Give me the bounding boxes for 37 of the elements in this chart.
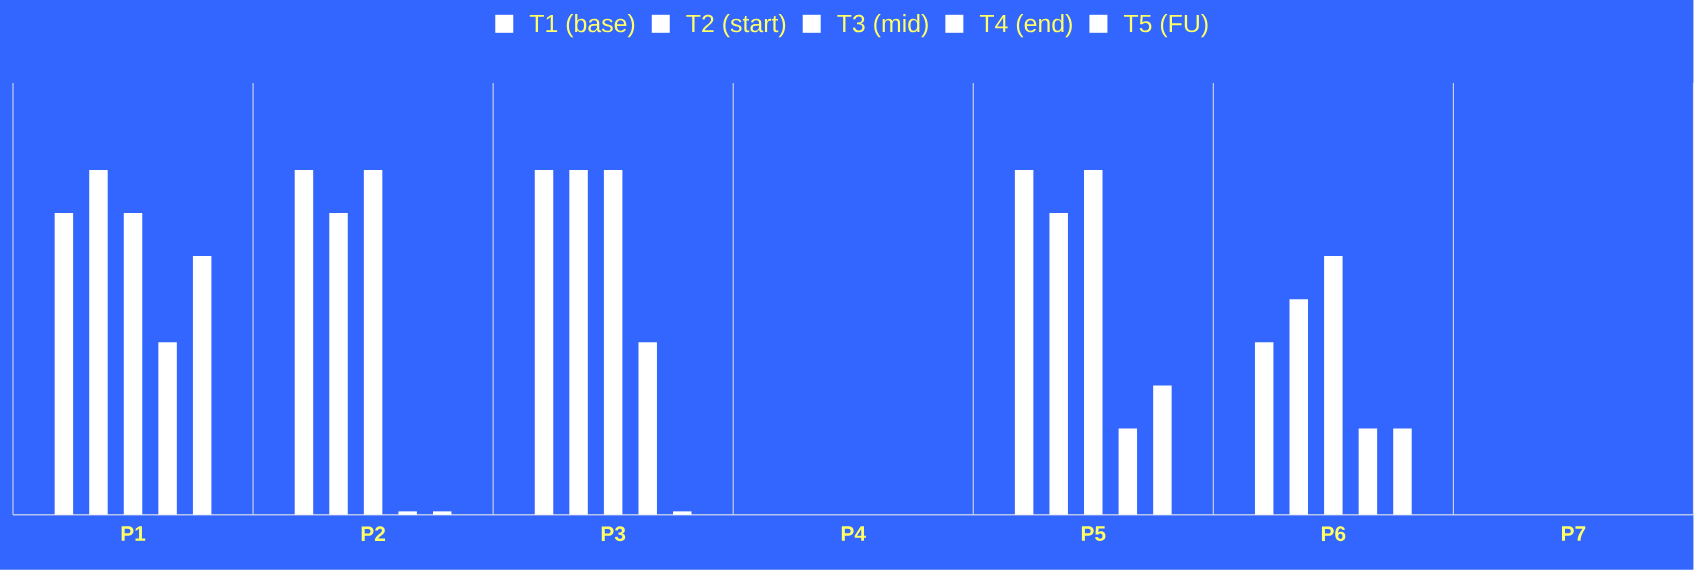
x-tick-label: P7	[1562, 526, 1586, 541]
bar	[398, 511, 417, 515]
bar	[603, 169, 623, 515]
x-tick-label: P6	[1321, 526, 1346, 542]
bar	[54, 213, 74, 515]
bar	[1358, 428, 1378, 515]
bar	[1254, 342, 1274, 515]
bar	[534, 169, 554, 515]
legend-label: T5 (FU)	[1123, 14, 1208, 38]
bar	[638, 342, 657, 515]
bar	[1014, 169, 1034, 515]
x-tick-label: P3	[601, 526, 626, 542]
bar	[1084, 169, 1103, 515]
legend-label: T3 (mid)	[837, 14, 928, 38]
x-tick-label: P4	[841, 526, 866, 541]
bar	[158, 342, 177, 515]
bar	[569, 169, 588, 515]
bar	[1118, 428, 1138, 515]
bar	[1393, 428, 1412, 515]
bar	[432, 511, 452, 515]
x-tick-label: P2	[361, 526, 386, 542]
bar	[329, 213, 348, 515]
bar	[363, 169, 383, 515]
bar	[1153, 385, 1172, 515]
bar	[89, 169, 108, 515]
bar	[1324, 256, 1343, 515]
x-tick-label: P5	[1081, 526, 1106, 542]
legend-label: T2 (start)	[686, 14, 786, 38]
bar	[192, 256, 212, 515]
bar	[123, 213, 143, 515]
x-tick-label: P1	[121, 526, 146, 541]
bar	[294, 169, 314, 515]
bar	[1289, 299, 1308, 515]
bar	[1049, 213, 1068, 515]
bar	[673, 511, 692, 515]
legend-label: T4 (end)	[979, 14, 1072, 38]
legend-label: T1 (base)	[529, 14, 635, 38]
